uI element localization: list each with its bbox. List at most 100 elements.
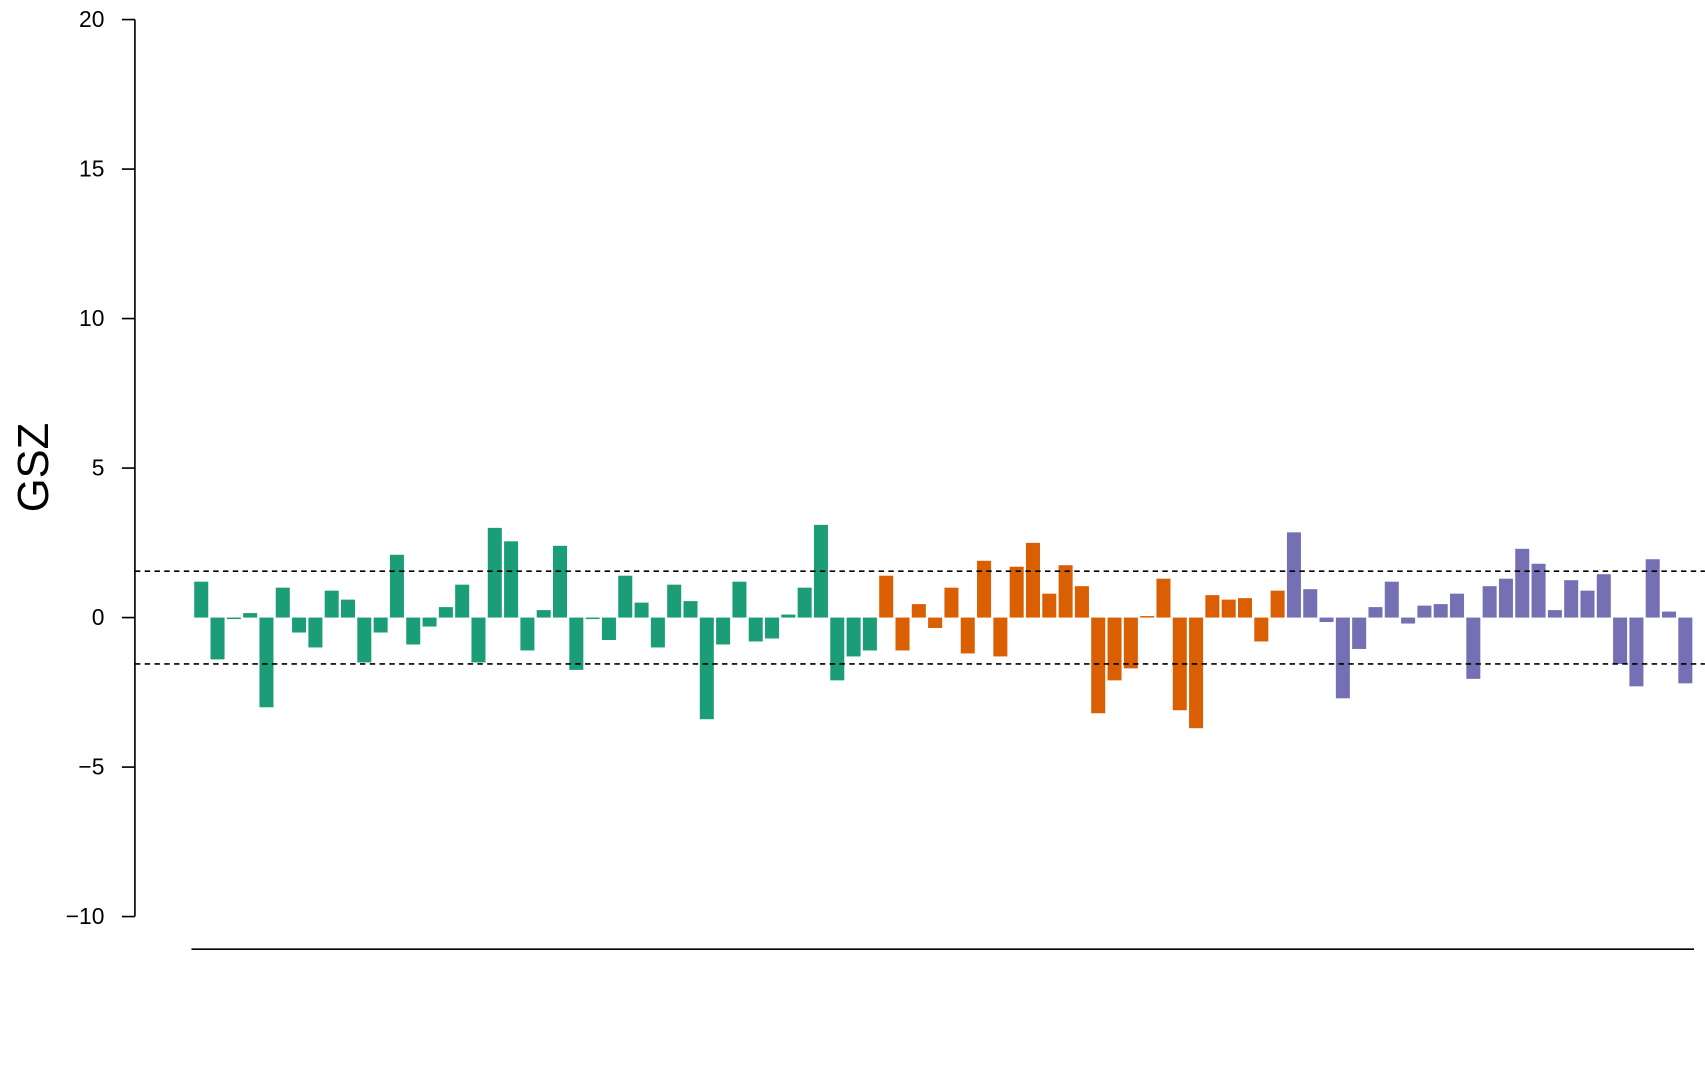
y-tick-label: 15 <box>79 156 104 182</box>
bar <box>1401 617 1416 624</box>
bar <box>895 617 910 651</box>
bar <box>862 617 877 651</box>
bar <box>389 554 404 618</box>
y-tick-label: −10 <box>66 903 105 929</box>
bar <box>944 587 959 618</box>
bar <box>292 617 307 633</box>
bar <box>1384 581 1399 618</box>
bar <box>846 617 861 657</box>
bar <box>1074 586 1089 618</box>
bar <box>683 601 698 618</box>
bar <box>1286 532 1301 618</box>
bar <box>879 575 894 618</box>
bar <box>1254 617 1269 642</box>
bar <box>699 617 714 720</box>
bar <box>455 584 470 618</box>
bar <box>634 602 649 618</box>
bar <box>1613 617 1628 664</box>
bar <box>1629 617 1644 687</box>
bar <box>732 581 747 618</box>
bar <box>1009 566 1024 618</box>
bar <box>1564 580 1579 618</box>
bar <box>1433 604 1448 618</box>
bar <box>1678 617 1693 684</box>
bar <box>1025 542 1040 618</box>
bar <box>275 587 290 618</box>
bar <box>438 607 453 618</box>
bar <box>406 617 421 645</box>
bar <box>1221 599 1236 618</box>
bar <box>1580 590 1595 618</box>
bar <box>1303 589 1318 618</box>
bar <box>569 617 584 670</box>
bar <box>487 527 502 618</box>
bar <box>1515 548 1530 618</box>
bar <box>1531 563 1546 618</box>
bar <box>324 590 339 618</box>
bar <box>911 604 926 618</box>
bar <box>928 617 943 629</box>
y-tick-label: 10 <box>79 305 104 331</box>
bar <box>340 599 356 618</box>
bar <box>1042 593 1057 618</box>
bar <box>536 610 551 618</box>
bar <box>1270 590 1285 618</box>
y-tick-label: 20 <box>79 6 104 32</box>
bar <box>1058 565 1073 618</box>
bar <box>1107 617 1122 681</box>
bar <box>520 617 535 651</box>
bar <box>1335 617 1350 699</box>
bar <box>308 617 323 648</box>
bar <box>357 617 372 663</box>
bar <box>585 617 600 620</box>
bar <box>1352 617 1367 649</box>
bar <box>1498 578 1513 618</box>
bar <box>993 617 1008 657</box>
bar <box>1237 598 1253 618</box>
bar <box>1368 607 1383 618</box>
bar <box>422 617 437 627</box>
bar <box>1662 611 1677 618</box>
bar <box>1645 559 1660 618</box>
bar <box>748 617 763 642</box>
bar <box>797 587 812 618</box>
bar <box>601 617 616 640</box>
bar <box>618 575 633 618</box>
bar <box>1123 617 1138 669</box>
bar <box>259 617 274 708</box>
bar <box>553 545 568 618</box>
bar <box>504 541 519 618</box>
y-axis-title: GSZ <box>10 423 58 512</box>
bar <box>1091 617 1106 714</box>
bar <box>1156 578 1171 618</box>
y-tick-label: 5 <box>92 455 105 481</box>
bar <box>1466 617 1481 679</box>
bar <box>1172 617 1187 711</box>
bar <box>1205 595 1220 618</box>
bar <box>765 617 780 639</box>
y-tick-label: −5 <box>78 754 104 780</box>
bar <box>243 613 258 618</box>
bar <box>1596 574 1611 618</box>
bar <box>194 581 209 618</box>
bar <box>667 584 682 618</box>
bar <box>1482 586 1497 618</box>
bar <box>650 617 665 648</box>
bar <box>781 614 796 618</box>
bar <box>977 560 992 618</box>
bar <box>716 617 731 645</box>
bar <box>830 617 845 681</box>
bar <box>373 617 388 633</box>
bar <box>1319 617 1334 623</box>
bar <box>1450 593 1465 618</box>
bar <box>1417 605 1432 618</box>
bar <box>471 617 486 663</box>
bar <box>226 617 241 620</box>
bar <box>1547 610 1562 618</box>
bar <box>960 617 975 654</box>
bar <box>1140 616 1155 618</box>
bar <box>210 617 225 660</box>
y-tick-label: 0 <box>92 604 105 630</box>
